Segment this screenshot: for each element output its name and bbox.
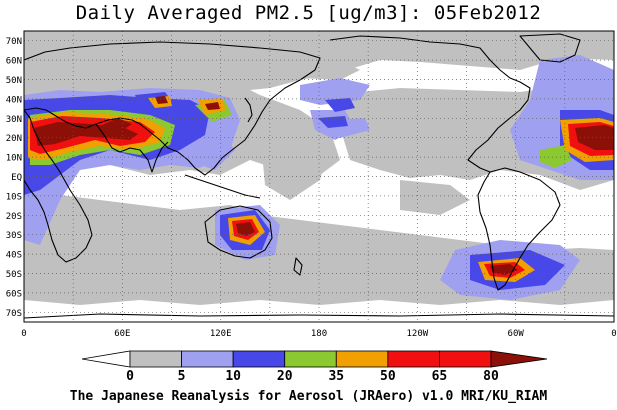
colorbar-box [284, 350, 337, 368]
lat-tick-label: 30N [6, 115, 22, 125]
colorbar-box [387, 350, 440, 368]
lat-tick-label: 70S [6, 309, 22, 319]
colorbar-level-label: 5 [178, 369, 186, 384]
lat-tick-label: 10S [6, 192, 22, 202]
latitude-tick-labels: 70N 60N 50N 40N 30N 20N 10N EQ 10S 20S 30S 40S 50S 60… [6, 37, 22, 319]
colorbar-extend-high [490, 350, 548, 368]
graticule [24, 31, 614, 322]
map-frame [23, 30, 615, 323]
coast-eurasia [24, 41, 321, 176]
coastlines [24, 33, 614, 319]
coast-japan [244, 97, 253, 123]
coast-arabia-india [95, 123, 169, 173]
coast-south-america [477, 167, 561, 291]
longitude-tick-labels: 0 60E 120E 180 120W 60W 0 [21, 329, 616, 339]
colorbar-box [335, 350, 389, 368]
coast-indonesia [184, 174, 261, 199]
coast-newzealand [293, 257, 303, 276]
lat-tick-label: 40S [6, 251, 22, 261]
lat-tick-label: 20N [6, 134, 22, 144]
colorbar [81, 350, 548, 368]
colorbar-level-label: 0 [126, 369, 134, 384]
coast-north-america [329, 35, 531, 173]
lon-tick-label: 120E [210, 329, 232, 339]
lon-tick-label: 180 [311, 329, 327, 339]
coast-australia [204, 205, 273, 259]
lat-tick-label: 10N [6, 154, 22, 164]
colorbar-level-label: 80 [483, 369, 499, 384]
lon-tick-label: 120W [406, 329, 428, 339]
coast-antarctica [24, 313, 614, 319]
colorbar-box [439, 350, 492, 368]
lon-tick-label: 0 [611, 329, 616, 339]
figure-title: Daily Averaged PM2.5 [ug/m3]: 05Feb2012 [75, 2, 542, 24]
pm25-band-80-plus [34, 96, 614, 275]
colorbar-level-label: 20 [277, 369, 293, 384]
colorbar-labels: 0 5 10 20 35 50 65 80 [126, 369, 499, 384]
colorbar-level-label: 65 [432, 369, 448, 384]
colorbar-box [232, 350, 286, 368]
lon-tick-label: 60W [508, 329, 525, 339]
colorbar-extend-low [81, 350, 131, 368]
lat-tick-label: 20S [6, 212, 22, 222]
lat-tick-label: EQ [11, 173, 22, 183]
figure-credit: The Japanese Reanalysis for Aerosol (JRA… [69, 389, 548, 404]
lat-tick-label: 70N [6, 37, 22, 47]
colorbar-level-label: 10 [225, 369, 241, 384]
lat-tick-label: 40N [6, 95, 22, 105]
lat-tick-label: 60N [6, 57, 22, 67]
lat-tick-label: 60S [6, 289, 22, 299]
colorbar-box [129, 350, 182, 368]
lat-tick-label: 50S [6, 270, 22, 280]
lat-tick-label: 50N [6, 76, 22, 86]
colorbar-level-label: 35 [328, 369, 344, 384]
lon-tick-label: 60E [114, 329, 130, 339]
lon-tick-label: 0 [21, 329, 26, 339]
colorbar-box [181, 350, 234, 368]
colorbar-level-label: 50 [380, 369, 396, 384]
lat-tick-label: 30S [6, 231, 22, 241]
